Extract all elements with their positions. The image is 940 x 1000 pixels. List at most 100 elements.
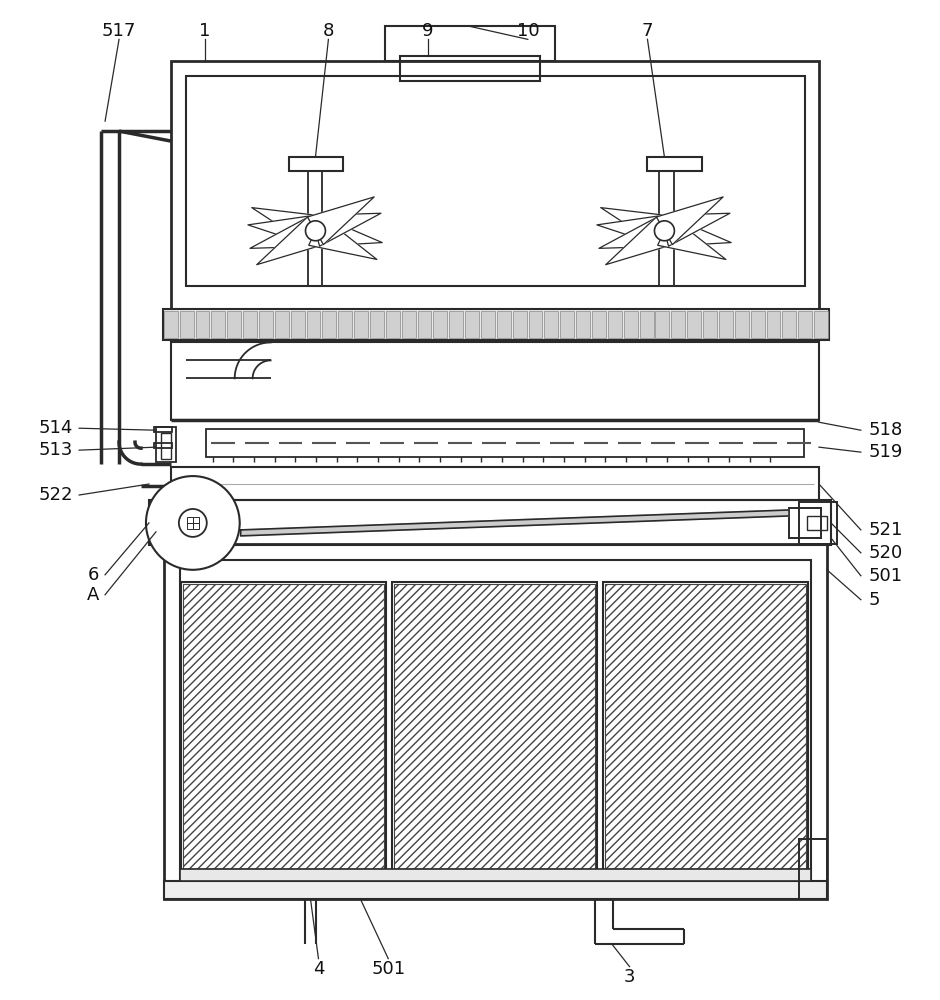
Bar [212,311,226,338]
Text: 6: 6 [87,566,99,584]
Text: 522: 522 [39,486,73,504]
Polygon shape [599,215,668,248]
Bar [289,157,343,171]
Bar [481,311,495,338]
Text: 5: 5 [869,591,881,609]
Polygon shape [656,197,723,245]
Bar [648,157,702,171]
Bar [576,311,590,338]
Bar [306,311,321,338]
Bar [164,544,827,899]
Bar [180,869,811,881]
Bar [592,311,606,338]
Text: 520: 520 [869,544,903,562]
Bar [154,427,172,432]
Bar [180,560,811,885]
Bar [751,311,764,338]
Polygon shape [308,216,377,259]
Text: 501: 501 [371,960,405,978]
Bar [449,311,463,338]
Circle shape [654,221,674,241]
Bar [401,311,415,338]
Text: 8: 8 [322,22,334,40]
Bar [497,311,510,338]
Text: 501: 501 [869,567,903,585]
Bar [605,584,806,869]
Bar [259,311,273,338]
Bar [164,881,827,899]
Bar [639,311,653,338]
Polygon shape [605,217,672,265]
Bar [161,433,171,459]
Polygon shape [248,215,317,247]
Polygon shape [257,217,323,265]
Bar [671,311,685,338]
Bar [370,311,384,338]
Bar [766,311,780,338]
Bar [171,467,819,500]
Bar [608,311,621,338]
Polygon shape [601,208,670,246]
Text: 10: 10 [516,22,540,40]
Bar [433,311,447,338]
Polygon shape [241,510,789,536]
Bar [186,76,805,286]
Polygon shape [662,215,731,247]
Bar [465,311,479,338]
Bar [735,311,748,338]
Polygon shape [311,213,381,246]
Bar [385,26,555,61]
Bar [814,311,828,338]
Bar [187,517,193,523]
Text: 7: 7 [642,22,653,40]
Bar [171,61,819,311]
Bar [149,500,831,545]
Text: 4: 4 [313,960,324,978]
Bar [322,311,337,338]
Bar [386,311,400,338]
Bar [156,427,176,462]
Polygon shape [658,216,726,259]
Text: 514: 514 [39,419,73,437]
Text: A: A [86,586,99,604]
Bar [227,311,242,338]
Bar [560,311,574,338]
Bar [392,582,597,871]
Bar [183,584,384,869]
Bar [196,311,210,338]
Bar [290,311,305,338]
Bar [274,311,289,338]
Bar [799,502,837,544]
Bar [687,311,701,338]
Bar [183,869,384,881]
Bar [605,869,806,881]
Bar [417,311,431,338]
Bar [154,443,172,448]
Bar [164,311,178,338]
Bar [655,311,669,338]
Polygon shape [597,215,666,247]
Polygon shape [252,208,321,246]
Text: 517: 517 [102,22,136,40]
Bar [206,429,804,457]
Bar [193,523,198,529]
Bar [163,309,829,340]
Text: 519: 519 [869,443,903,461]
Bar [703,311,717,338]
Text: 1: 1 [199,22,211,40]
Bar [171,342,819,420]
Bar [807,516,827,530]
Text: 513: 513 [39,441,73,459]
Text: 9: 9 [422,22,434,40]
Bar [782,311,796,338]
Polygon shape [313,215,383,247]
Bar [243,311,257,338]
Circle shape [306,221,325,241]
Bar [193,517,198,523]
Bar [394,869,595,881]
Circle shape [179,509,207,537]
Bar [624,311,637,338]
Bar [187,523,193,529]
Text: 518: 518 [869,421,903,439]
Bar [789,508,821,538]
